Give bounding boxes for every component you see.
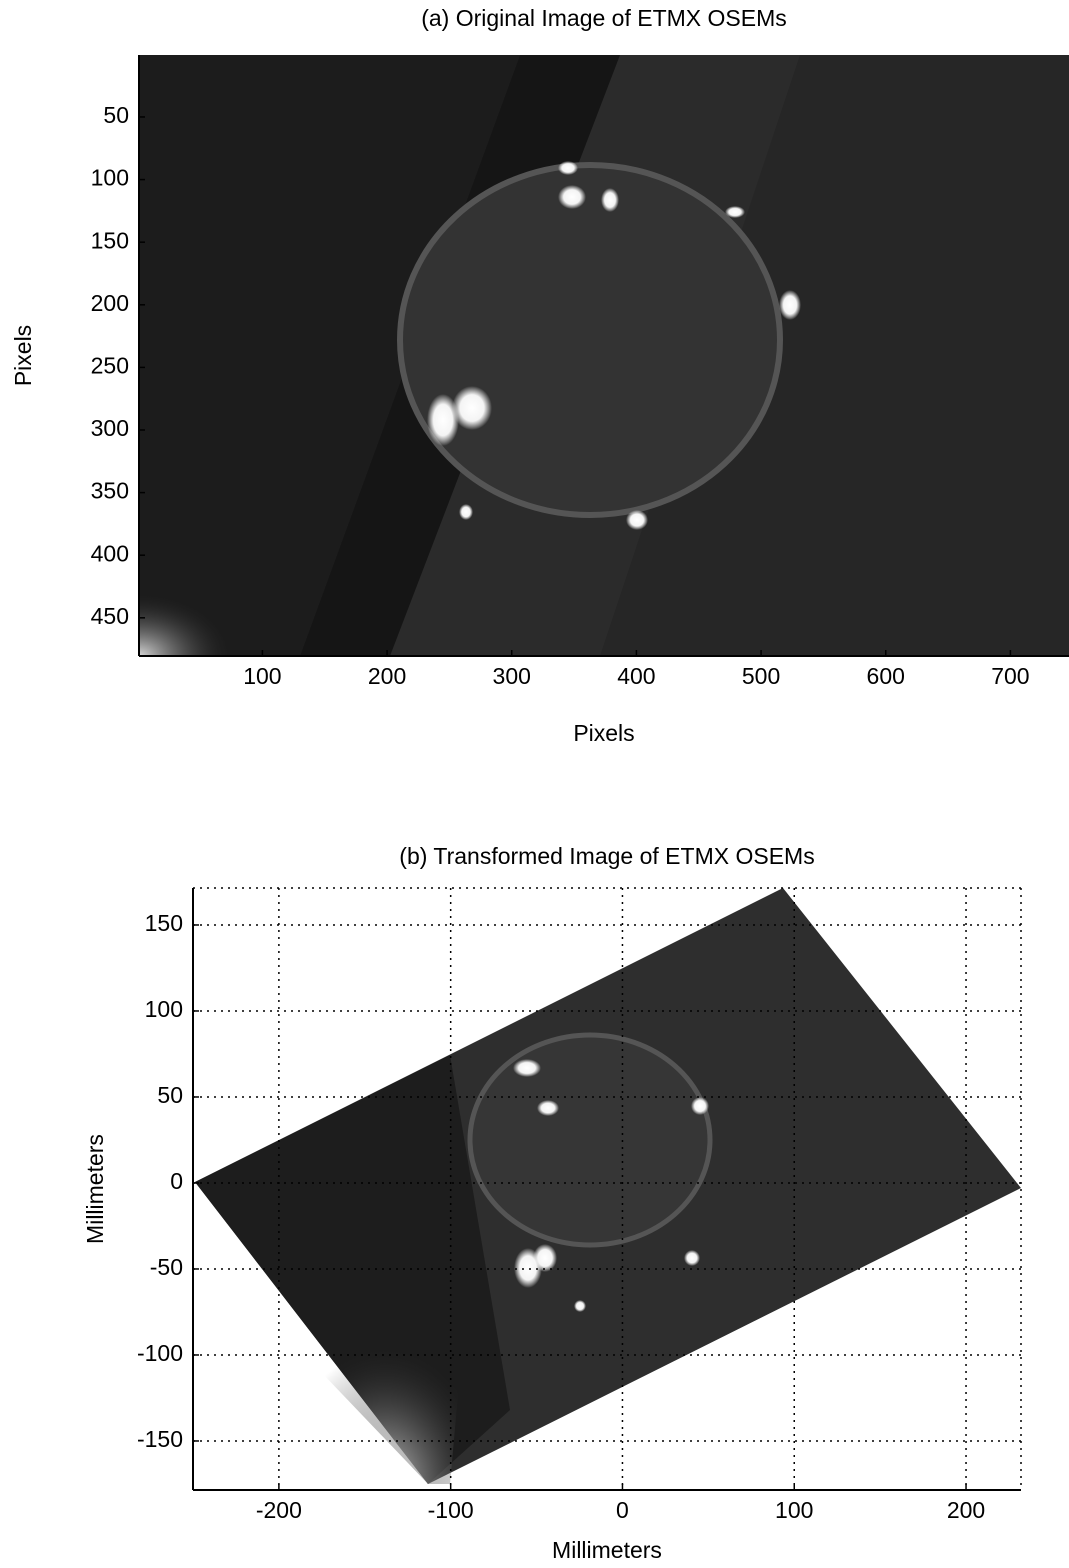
x-tick-label: 400 xyxy=(617,663,655,689)
x-tick-label: 100 xyxy=(775,1497,813,1523)
y-tick-label: 150 xyxy=(145,910,183,936)
y-tick-label: 400 xyxy=(91,540,129,566)
x-tick-label: -100 xyxy=(428,1497,474,1523)
y-tick-label: 100 xyxy=(91,165,129,191)
y-axis-label: Pixels xyxy=(10,325,36,386)
y-tick-label: 350 xyxy=(91,478,129,504)
y-tick-label: -100 xyxy=(137,1340,183,1366)
y-tick-label: 50 xyxy=(103,102,129,128)
image-a xyxy=(139,55,1069,656)
y-tick-label: -50 xyxy=(150,1254,183,1280)
image-b xyxy=(195,888,1021,1484)
x-tick-label: 200 xyxy=(947,1497,985,1523)
x-tick-label: 600 xyxy=(867,663,905,689)
figure: (a) Original Image of ETMX OSEMs Pixels Pi… xyxy=(0,0,1069,1568)
x-tick-label: 500 xyxy=(742,663,780,689)
x-axis-label: Pixels xyxy=(573,720,634,746)
y-axis-label: Millimeters xyxy=(82,1134,108,1244)
y-tick-label: 0 xyxy=(170,1168,183,1194)
x-tick-label: 0 xyxy=(616,1497,629,1523)
y-tick-label: 250 xyxy=(91,352,129,378)
x-tick-label: -200 xyxy=(256,1497,302,1523)
x-tick-label: 100 xyxy=(243,663,281,689)
y-tick-label: -150 xyxy=(137,1426,183,1452)
y-tick-label: 50 xyxy=(157,1082,183,1108)
x-tick-label: 300 xyxy=(493,663,531,689)
x-tick-label: 200 xyxy=(368,663,406,689)
y-tick-label: 300 xyxy=(91,415,129,441)
x-axis-label: Millimeters xyxy=(552,1537,662,1563)
x-tick-label: 700 xyxy=(991,663,1029,689)
chart-title: (a) Original Image of ETMX OSEMs xyxy=(421,5,787,31)
y-tick-label: 150 xyxy=(91,227,129,253)
y-tick-label: 200 xyxy=(91,290,129,316)
y-tick-label: 450 xyxy=(91,603,129,629)
y-tick-label: 100 xyxy=(145,996,183,1022)
chart-title: (b) Transformed Image of ETMX OSEMs xyxy=(399,843,814,869)
